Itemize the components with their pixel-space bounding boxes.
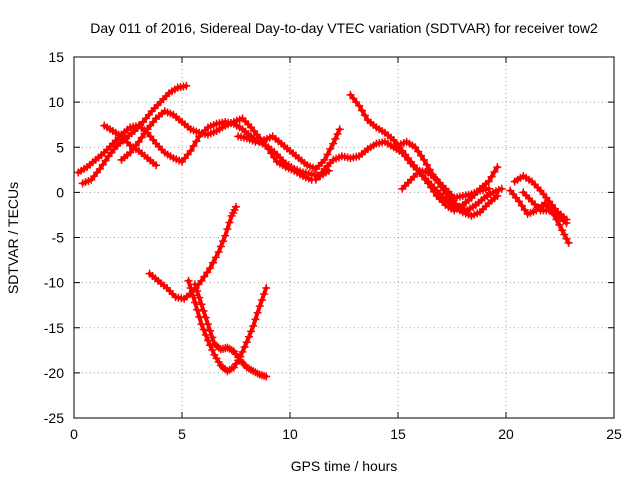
y-tick-label: -15 <box>44 320 64 336</box>
x-tick-label: 5 <box>178 426 186 442</box>
y-axis-label: SDTVAR / TECUs <box>5 182 21 294</box>
chart-title: Day 011 of 2016, Sidereal Day-to-day VTE… <box>90 20 598 36</box>
y-tick-label: -5 <box>52 230 65 246</box>
chart: 0 5 10 15 20 25 -25 -20 -15 -10 -5 0 5 10 15 Day 011 o… <box>0 0 640 480</box>
y-tick-label: -20 <box>44 365 64 381</box>
y-tick-label: 10 <box>48 94 64 110</box>
chart-background <box>0 0 640 480</box>
x-tick-label: 25 <box>606 426 622 442</box>
y-tick-label: 0 <box>56 184 64 200</box>
y-tick-label: 15 <box>48 49 64 65</box>
x-tick-label: 15 <box>390 426 406 442</box>
x-tick-label: 0 <box>70 426 78 442</box>
x-tick-label: 20 <box>498 426 514 442</box>
y-tick-label: -25 <box>44 410 64 426</box>
x-tick-label: 10 <box>282 426 298 442</box>
y-tick-label: -10 <box>44 275 64 291</box>
y-tick-label: 5 <box>56 139 64 155</box>
x-axis-label: GPS time / hours <box>291 458 398 474</box>
